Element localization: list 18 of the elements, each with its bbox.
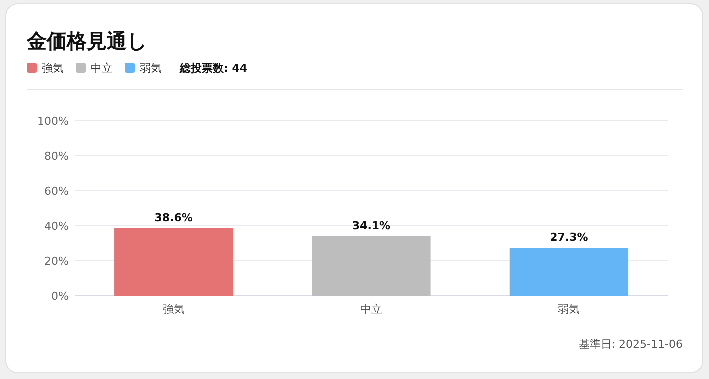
legend-label: 強気 bbox=[42, 62, 64, 75]
legend-label: 弱気 bbox=[140, 62, 162, 75]
data-label: 38.6% bbox=[154, 211, 193, 224]
y-tick-label: 20% bbox=[44, 255, 69, 268]
text: 基準日: 2025-11-06 bbox=[578, 338, 683, 351]
y-tick-label: 60% bbox=[44, 185, 69, 198]
x-tick-label: 弱気 bbox=[558, 303, 580, 316]
data-label: 27.3% bbox=[550, 231, 588, 244]
text: 総投票数: 44 bbox=[179, 62, 248, 75]
y-tick-label: 0% bbox=[52, 290, 69, 303]
x-tick-label: 中立 bbox=[360, 303, 382, 316]
y-tick-label: 80% bbox=[44, 150, 69, 163]
y-tick-label: 40% bbox=[44, 220, 69, 233]
legend-label: 中立 bbox=[91, 62, 113, 75]
chart-title: 金価格見通し bbox=[26, 29, 147, 53]
x-tick-label: 強気 bbox=[162, 303, 185, 316]
y-tick-label: 100% bbox=[38, 115, 69, 128]
data-label: 34.1% bbox=[352, 219, 391, 232]
